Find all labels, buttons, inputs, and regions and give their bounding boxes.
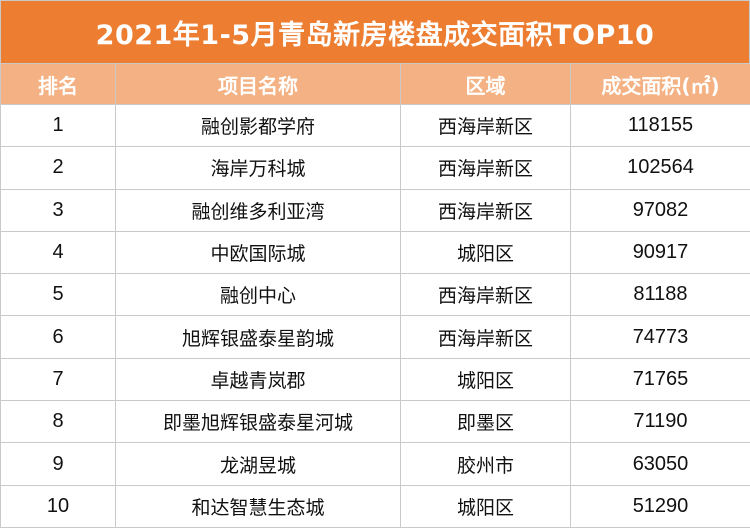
cell-project-name: 龙湖昱城 <box>116 443 401 485</box>
header-district: 区域 <box>401 64 571 105</box>
cell-project-name: 融创影都学府 <box>116 105 401 147</box>
table-title: 2021年1-5月青岛新房楼盘成交面积TOP10 <box>0 0 750 63</box>
table-row: 1 融创影都学府 西海岸新区 118155 <box>1 105 750 147</box>
cell-project-name: 融创维多利亚湾 <box>116 189 401 231</box>
cell-project-name: 海岸万科城 <box>116 147 401 189</box>
cell-rank: 10 <box>1 485 116 527</box>
table-row: 10 和达智慧生态城 城阳区 51290 <box>1 485 750 527</box>
header-transaction-area: 成交面积(㎡) <box>571 64 750 105</box>
cell-rank: 4 <box>1 231 116 273</box>
header-project-name: 项目名称 <box>116 64 401 105</box>
table-row: 6 旭辉银盛泰星韵城 西海岸新区 74773 <box>1 316 750 358</box>
cell-district: 西海岸新区 <box>401 189 571 231</box>
table-row: 8 即墨旭辉银盛泰星河城 即墨区 71190 <box>1 401 750 443</box>
cell-district: 即墨区 <box>401 401 571 443</box>
cell-rank: 1 <box>1 105 116 147</box>
cell-district: 城阳区 <box>401 358 571 400</box>
cell-transaction-area: 102564 <box>571 147 750 189</box>
cell-rank: 3 <box>1 189 116 231</box>
table-row: 3 融创维多利亚湾 西海岸新区 97082 <box>1 189 750 231</box>
cell-district: 西海岸新区 <box>401 147 571 189</box>
cell-district: 胶州市 <box>401 443 571 485</box>
cell-transaction-area: 71190 <box>571 401 750 443</box>
table-row: 7 卓越青岚郡 城阳区 71765 <box>1 358 750 400</box>
cell-transaction-area: 81188 <box>571 274 750 316</box>
cell-transaction-area: 90917 <box>571 231 750 273</box>
cell-project-name: 融创中心 <box>116 274 401 316</box>
cell-rank: 7 <box>1 358 116 400</box>
cell-transaction-area: 74773 <box>571 316 750 358</box>
cell-rank: 8 <box>1 401 116 443</box>
cell-project-name: 旭辉银盛泰星韵城 <box>116 316 401 358</box>
ranking-table: 排名 项目名称 区域 成交面积(㎡) 1 融创影都学府 西海岸新区 118155… <box>0 63 750 528</box>
cell-transaction-area: 71765 <box>571 358 750 400</box>
table-row: 2 海岸万科城 西海岸新区 102564 <box>1 147 750 189</box>
table-header-row: 排名 项目名称 区域 成交面积(㎡) <box>1 64 750 105</box>
cell-transaction-area: 51290 <box>571 485 750 527</box>
cell-project-name: 和达智慧生态城 <box>116 485 401 527</box>
table-row: 5 融创中心 西海岸新区 81188 <box>1 274 750 316</box>
cell-transaction-area: 118155 <box>571 105 750 147</box>
cell-project-name: 中欧国际城 <box>116 231 401 273</box>
cell-district: 西海岸新区 <box>401 274 571 316</box>
cell-project-name: 卓越青岚郡 <box>116 358 401 400</box>
cell-rank: 9 <box>1 443 116 485</box>
cell-district: 西海岸新区 <box>401 316 571 358</box>
cell-district: 城阳区 <box>401 485 571 527</box>
header-rank: 排名 <box>1 64 116 105</box>
table-row: 4 中欧国际城 城阳区 90917 <box>1 231 750 273</box>
cell-project-name: 即墨旭辉银盛泰星河城 <box>116 401 401 443</box>
cell-rank: 5 <box>1 274 116 316</box>
cell-district: 西海岸新区 <box>401 105 571 147</box>
cell-rank: 6 <box>1 316 116 358</box>
cell-transaction-area: 97082 <box>571 189 750 231</box>
table-row: 9 龙湖昱城 胶州市 63050 <box>1 443 750 485</box>
cell-rank: 2 <box>1 147 116 189</box>
cell-district: 城阳区 <box>401 231 571 273</box>
cell-transaction-area: 63050 <box>571 443 750 485</box>
